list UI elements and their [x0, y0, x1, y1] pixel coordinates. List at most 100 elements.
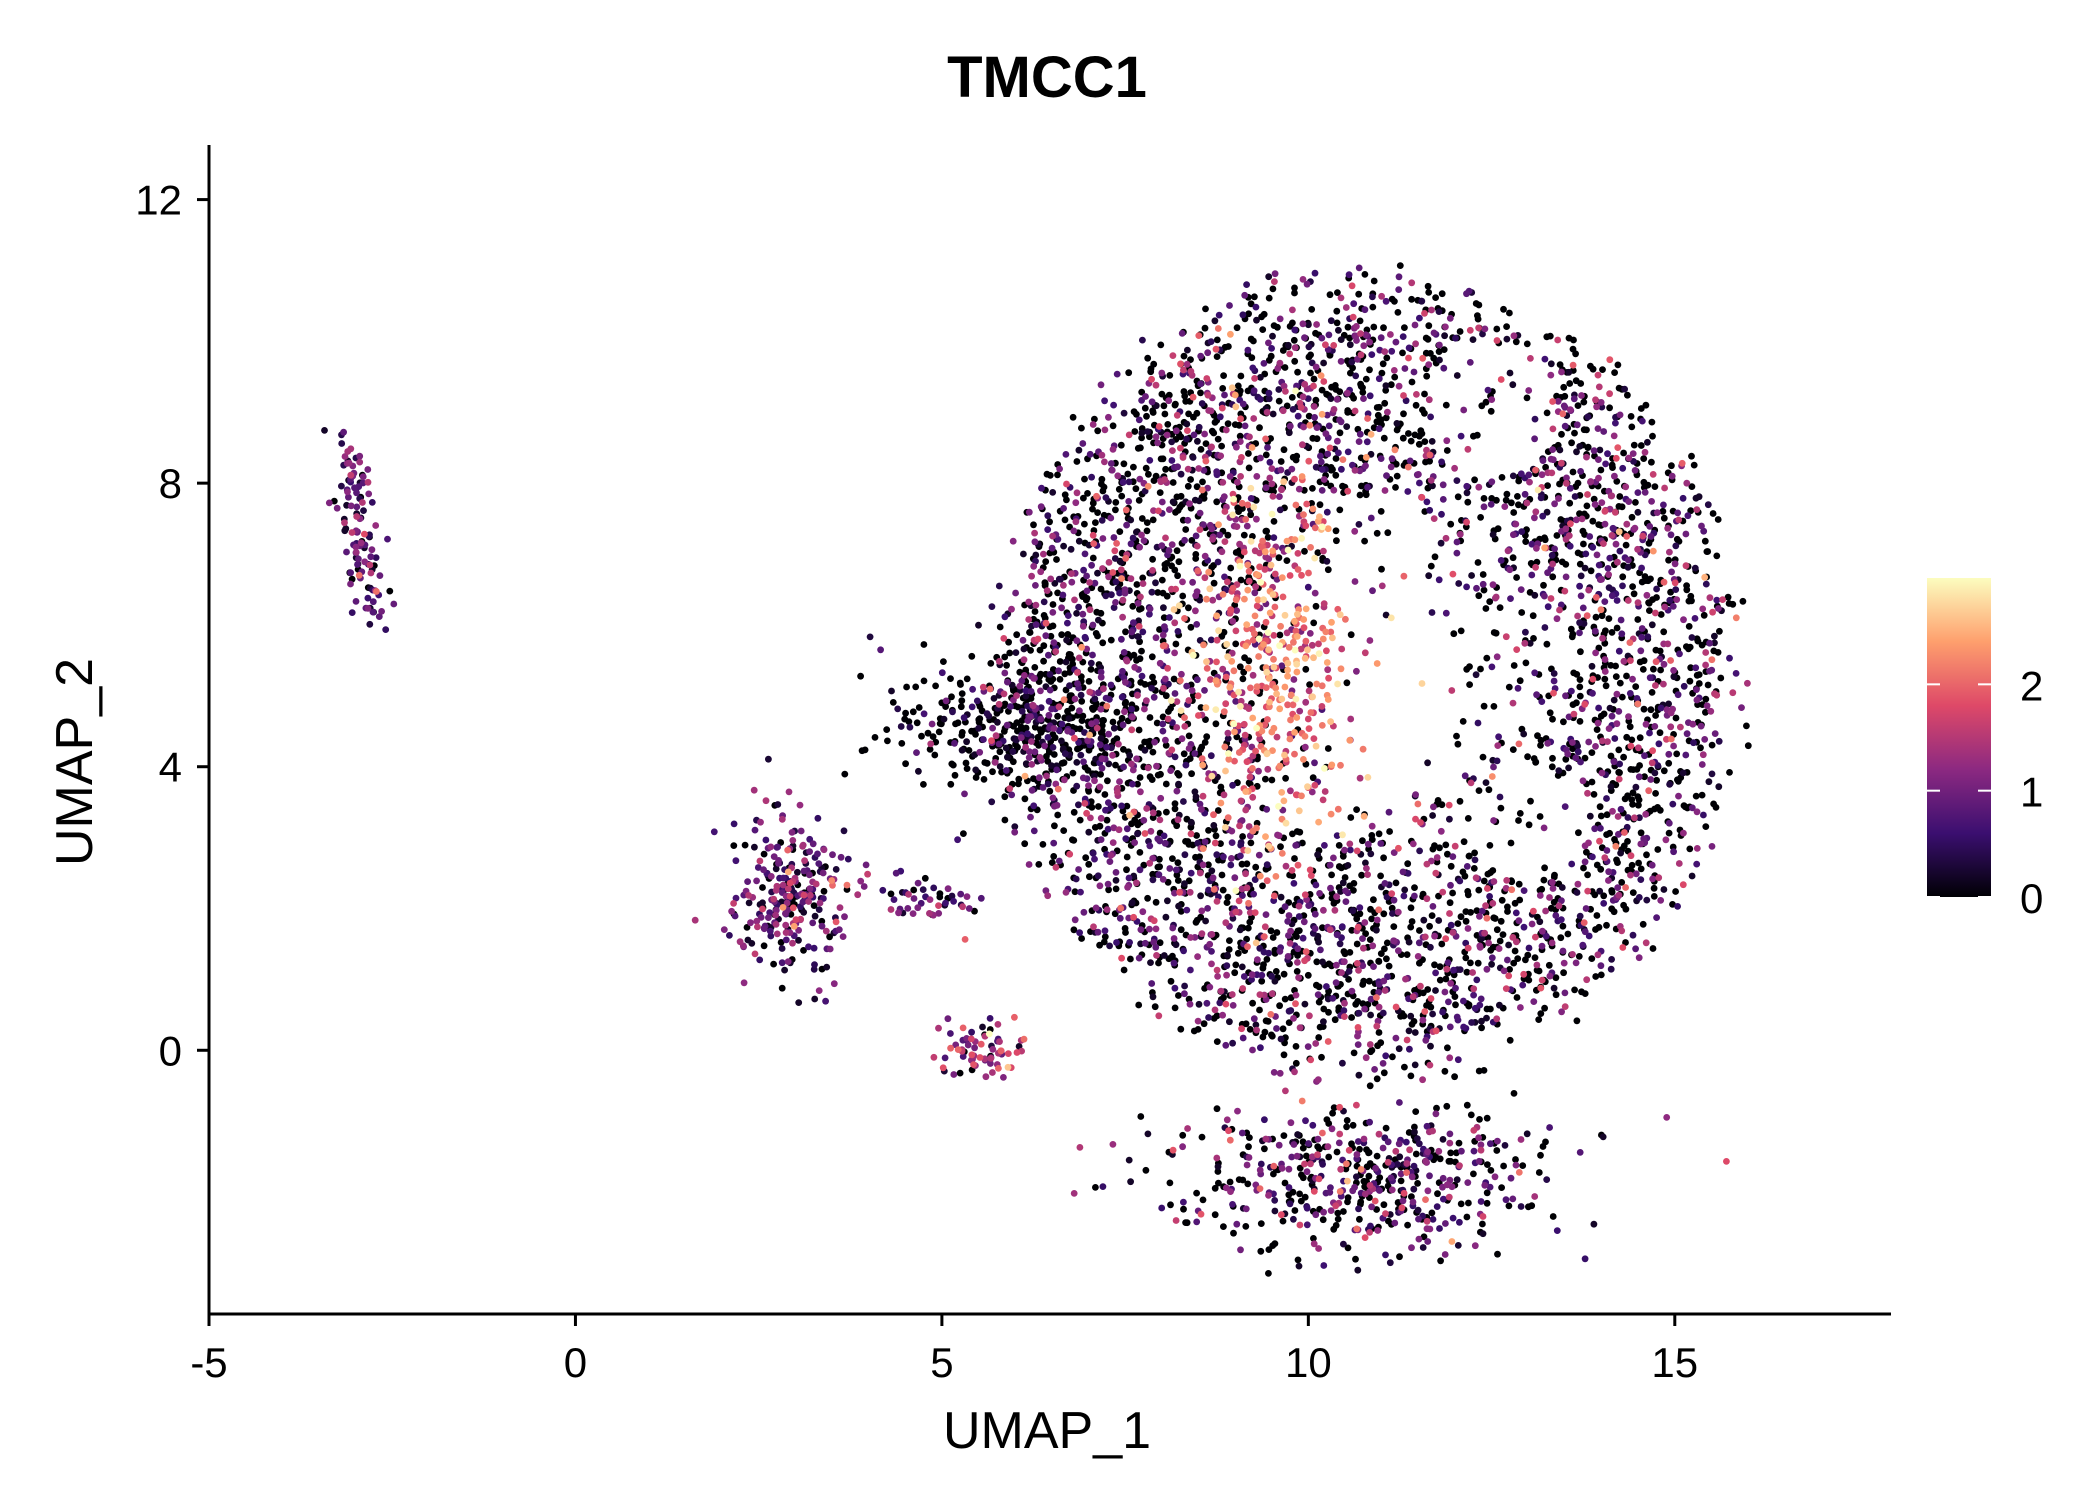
data-point: [1050, 725, 1058, 732]
data-point: [1643, 591, 1651, 599]
data-point: [1411, 884, 1418, 891]
data-point: [1476, 913, 1483, 920]
data-point: [1103, 816, 1111, 824]
data-point: [1472, 671, 1480, 679]
data-point: [1541, 536, 1549, 544]
data-point: [1053, 801, 1061, 809]
data-point: [1137, 926, 1145, 933]
data-point: [1447, 1149, 1455, 1157]
data-point: [1136, 655, 1144, 663]
data-point: [1329, 995, 1337, 1002]
data-point: [1533, 691, 1540, 699]
data-point: [1226, 1178, 1234, 1186]
data-point: [1030, 615, 1037, 623]
data-point: [1474, 559, 1482, 566]
data-point: [1581, 531, 1588, 538]
data-point: [1544, 569, 1551, 577]
data-point: [1262, 911, 1270, 918]
data-point: [1487, 1140, 1494, 1148]
data-point: [1617, 805, 1625, 813]
data-point: [936, 893, 944, 901]
data-point: [1386, 1259, 1394, 1267]
data-point: [1003, 661, 1010, 669]
data-point: [1157, 794, 1165, 802]
data-point: [1171, 690, 1179, 697]
data-point: [1464, 1179, 1472, 1186]
data-point: [968, 703, 976, 711]
data-point: [1089, 621, 1097, 629]
data-point: [1141, 746, 1149, 754]
data-point: [1233, 1220, 1241, 1228]
data-point: [1626, 690, 1634, 697]
data-point: [1333, 1148, 1341, 1156]
data-point: [710, 828, 718, 836]
data-point: [1408, 1244, 1415, 1252]
data-point: [1224, 420, 1232, 428]
data-point: [1600, 710, 1608, 718]
data-point: [1281, 1179, 1289, 1187]
data-point: [1486, 598, 1494, 605]
data-point: [1299, 1144, 1307, 1152]
data-point: [795, 999, 803, 1006]
data-point: [1456, 328, 1464, 335]
data-point: [1273, 929, 1281, 936]
data-point: [1511, 947, 1519, 955]
data-point: [1473, 907, 1481, 915]
data-point: [1125, 498, 1133, 505]
data-point: [1170, 935, 1178, 942]
data-point: [1294, 1256, 1302, 1264]
data-point: [1199, 1196, 1207, 1204]
data-point: [1068, 704, 1076, 712]
data-point: [745, 899, 753, 907]
data-point: [1652, 790, 1659, 797]
data-point: [1371, 1066, 1378, 1073]
data-point: [1264, 444, 1271, 451]
data-point: [1708, 741, 1716, 749]
data-point: [1154, 835, 1162, 843]
data-point: [1530, 635, 1537, 642]
data-point: [1461, 772, 1469, 780]
data-point: [1648, 498, 1655, 505]
data-point: [1551, 545, 1558, 553]
data-point: [1089, 505, 1096, 513]
data-point: [1346, 334, 1353, 342]
data-point: [1361, 919, 1369, 926]
data-point: [1094, 872, 1102, 880]
data-point: [1689, 720, 1697, 728]
data-point: [1573, 516, 1580, 524]
data-point: [1349, 1121, 1357, 1129]
data-point: [1392, 484, 1399, 491]
data-point: [915, 704, 923, 711]
data-point: [1265, 273, 1273, 281]
data-point: [781, 966, 788, 974]
data-point: [748, 940, 756, 947]
data-point: [1460, 997, 1467, 1005]
data-point: [1185, 732, 1193, 740]
data-point: [1315, 1034, 1323, 1041]
data-point: [1560, 969, 1567, 977]
data-point: [1378, 565, 1385, 573]
data-point: [1653, 509, 1661, 516]
data-point: [1275, 554, 1283, 562]
data-point: [1331, 1016, 1339, 1024]
data-point: [1075, 603, 1082, 611]
data-point: [1394, 309, 1402, 316]
data-point: [1588, 749, 1596, 756]
data-point: [1119, 721, 1127, 729]
data-point: [1657, 611, 1665, 618]
data-point: [996, 623, 1004, 631]
data-point: [1208, 867, 1216, 875]
data-point: [1609, 524, 1617, 532]
data-point: [1388, 295, 1396, 303]
data-point: [1172, 866, 1180, 874]
data-point: [1370, 323, 1378, 331]
data-point: [1063, 636, 1070, 644]
data-point: [1198, 907, 1206, 915]
data-point: [965, 905, 973, 912]
data-point: [1207, 338, 1215, 345]
data-point: [1130, 463, 1137, 471]
data-point: [1529, 612, 1537, 620]
data-point: [1074, 680, 1081, 687]
data-point: [1710, 647, 1718, 655]
data-point: [1459, 718, 1467, 725]
